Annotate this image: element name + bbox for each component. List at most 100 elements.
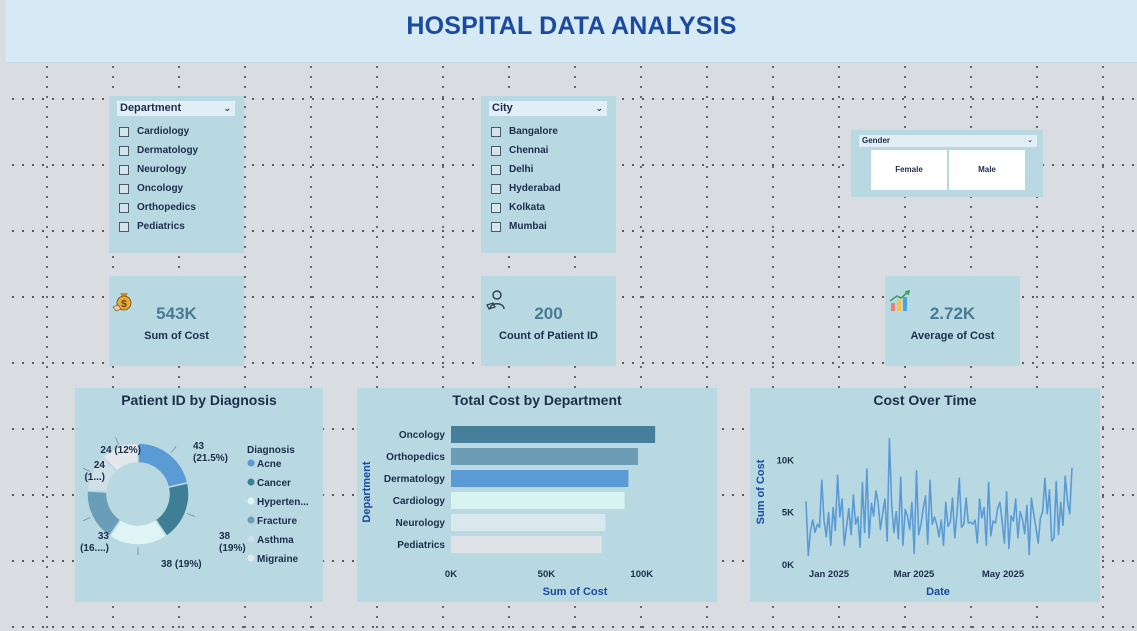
city-item[interactable]: Delhi [491, 160, 561, 179]
checkbox[interactable] [491, 202, 501, 213]
kpi-card-sum-cost: $ 543K Sum of Cost [109, 276, 244, 366]
donut-data-label: 43 (21.5%) [193, 441, 228, 464]
checkbox[interactable] [119, 202, 129, 213]
city-item[interactable]: Bangalore [491, 122, 561, 141]
bar[interactable] [451, 536, 602, 553]
bar[interactable] [451, 426, 656, 443]
city-slicer-header[interactable]: City ⌄ [489, 101, 607, 116]
donut-legend-item[interactable]: Hyperten... [257, 497, 309, 508]
kpi-sum-cost-value: 543K [156, 304, 197, 323]
chevron-down-icon[interactable]: ⌄ [595, 103, 603, 113]
gender-slicer-label: Gender [862, 136, 891, 145]
bar-category-label: Dermatology [384, 474, 446, 485]
department-item-label: Oncology [137, 183, 184, 194]
gender-female-button[interactable]: Female [871, 150, 947, 190]
line-chart-title: Cost Over Time [873, 392, 977, 408]
department-slicer-label: Department [120, 102, 182, 114]
donut-legend-marker [247, 516, 255, 524]
line-y-axis-label: Sum of Cost [755, 459, 767, 524]
bar-chart-title: Total Cost by Department [452, 392, 622, 408]
donut-data-label: 33 (16....) [80, 531, 109, 554]
bar-x-tick-label: 100K [630, 569, 653, 580]
bar[interactable] [451, 492, 625, 509]
gender-male-button[interactable]: Male [949, 150, 1025, 190]
donut-legend-marker [247, 478, 255, 486]
line-y-tick-label: 5K [782, 508, 794, 519]
checkbox[interactable] [119, 145, 129, 156]
bar-x-tick-label: 0K [445, 569, 457, 580]
bar[interactable] [451, 448, 638, 465]
bar-category-label: Oncology [399, 430, 446, 441]
checkbox[interactable] [119, 164, 129, 175]
kpi-card-count-patient: 200 Count of Patient ID [481, 276, 616, 366]
city-item-label: Mumbai [509, 221, 547, 232]
checkbox[interactable] [119, 221, 129, 232]
department-item[interactable]: Neurology [119, 160, 198, 179]
gender-slicer: Gender ⌄ Female Male [851, 130, 1043, 197]
donut-legend-title: Diagnosis [247, 445, 295, 456]
checkbox[interactable] [491, 145, 501, 156]
department-slicer-header[interactable]: Department ⌄ [117, 101, 235, 116]
checkbox[interactable] [119, 183, 129, 194]
checkbox[interactable] [491, 221, 501, 232]
donut-legend-item[interactable]: Cancer [257, 478, 291, 489]
donut-chart-title: Patient ID by Diagnosis [121, 392, 277, 408]
checkbox[interactable] [491, 183, 501, 194]
department-item[interactable]: Dermatology [119, 141, 198, 160]
city-item[interactable]: Mumbai [491, 217, 561, 236]
line-y-tick-label: 0K [782, 560, 794, 571]
cost-time-line-chart: 0K 5K 10K Jan 2025 Mar 2025 May 2025 Date Sum o… [755, 437, 1073, 598]
kpi-count-patient-label: Count of Patient ID [499, 330, 598, 342]
donut-data-label: 24 (12%) [100, 445, 141, 456]
city-item[interactable]: Chennai [491, 141, 561, 160]
department-item-label: Pediatrics [137, 221, 185, 232]
bar[interactable] [451, 470, 629, 487]
city-item[interactable]: Hyderabad [491, 179, 561, 198]
city-slicer-label: City [492, 102, 513, 114]
donut-leader-line [115, 437, 119, 445]
donut-slice[interactable] [102, 442, 139, 473]
donut-leader-line [170, 446, 177, 453]
line-x-tick-label: Mar 2025 [894, 569, 935, 580]
bar[interactable] [451, 514, 606, 531]
chevron-down-icon[interactable]: ⌄ [223, 103, 231, 113]
donut-legend-item[interactable]: Migraine [257, 554, 299, 565]
department-item[interactable]: Orthopedics [119, 198, 198, 217]
cost-series-line[interactable] [805, 437, 1073, 557]
chevron-down-icon[interactable]: ⌄ [1027, 137, 1033, 144]
department-item-label: Neurology [137, 164, 187, 175]
city-item-label: Kolkata [509, 202, 546, 213]
checkbox[interactable] [491, 164, 501, 175]
donut-legend-marker [247, 459, 255, 467]
donut-legend-item[interactable]: Asthma [257, 535, 294, 546]
kpi-card-avg-cost: 2.72K Average of Cost [885, 276, 1020, 366]
bar-x-tick-label: 50K [538, 569, 556, 580]
department-bar-panel: Total Cost by Department Oncology Orthope… [357, 388, 717, 602]
bar-y-axis-label: Department [361, 461, 373, 522]
bar-category-label: Cardiology [393, 496, 446, 507]
department-item[interactable]: Oncology [119, 179, 198, 198]
donut-legend-marker [247, 497, 255, 505]
city-item-label: Chennai [509, 145, 549, 156]
growth-chart-icon [889, 289, 911, 311]
department-item[interactable]: Cardiology [119, 122, 198, 141]
city-item[interactable]: Kolkata [491, 198, 561, 217]
checkbox[interactable] [119, 126, 129, 137]
line-y-tick-label: 10K [777, 455, 795, 466]
donut-legend-marker [247, 535, 255, 543]
city-item-label: Delhi [509, 164, 534, 175]
donut-legend-item[interactable]: Acne [257, 459, 282, 470]
department-item[interactable]: Pediatrics [119, 217, 198, 236]
donut-legend-item[interactable]: Fracture [257, 516, 297, 527]
donut-slice[interactable] [137, 442, 189, 489]
bar-category-label: Neurology [396, 518, 446, 529]
bar-category-label: Pediatrics [397, 540, 445, 551]
gender-slicer-header[interactable]: Gender ⌄ [859, 135, 1037, 147]
line-x-tick-label: Jan 2025 [809, 569, 850, 580]
department-item-label: Orthopedics [137, 202, 196, 213]
department-item-label: Dermatology [137, 145, 199, 156]
money-bag-icon: $ [112, 293, 132, 312]
checkbox[interactable] [491, 126, 501, 137]
bar-x-axis-label: Sum of Cost [543, 586, 608, 598]
line-x-axis-label: Date [926, 586, 950, 598]
